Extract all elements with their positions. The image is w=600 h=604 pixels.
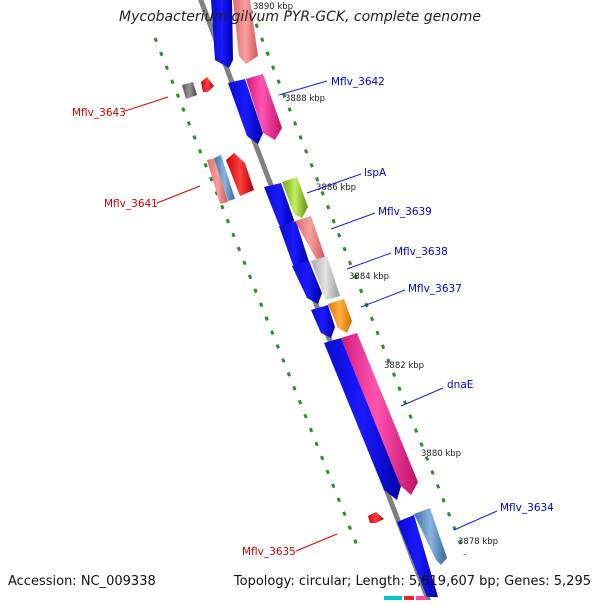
cds-track <box>211 0 438 597</box>
label-leader-line <box>306 173 362 194</box>
cds-arrow[interactable] <box>279 221 309 273</box>
reverse-genes <box>182 77 384 523</box>
cds-arrow[interactable] <box>397 515 438 597</box>
gene-block[interactable] <box>207 158 228 204</box>
gene-block[interactable] <box>282 177 308 218</box>
gene-label-mflv-3641[interactable]: Mflv_3641 <box>104 198 158 210</box>
label-leader-line <box>124 96 169 112</box>
gene-block[interactable] <box>233 0 258 64</box>
gene-block[interactable] <box>311 256 340 300</box>
gene-block[interactable] <box>328 299 352 333</box>
gene-label-mflv-3642[interactable]: Mflv_3642 <box>331 76 385 88</box>
topology-text: Topology: circular; Length: 5,619,607 bp… <box>233 574 591 589</box>
label-leader-line <box>330 212 376 230</box>
gene-block[interactable] <box>341 333 418 495</box>
label-leader-line <box>278 80 328 96</box>
tick-label: 3886 kbp <box>316 183 356 193</box>
gene-label-lspa[interactable]: lspA <box>364 167 387 179</box>
label-leader-line <box>453 510 498 531</box>
label-leader-line <box>346 252 392 270</box>
strand-guide-reverse <box>153 37 360 549</box>
gene-block[interactable] <box>201 77 214 92</box>
label-leader-line <box>156 185 201 204</box>
cds-arrow[interactable] <box>211 0 233 68</box>
cds-arrow[interactable] <box>324 338 401 500</box>
gene-block[interactable] <box>414 508 447 565</box>
cds-arrow[interactable] <box>264 183 294 232</box>
accession-text: Accession: NC_009338 <box>8 574 156 589</box>
genome-title: Mycobacterium gilvum PYR-GCK, complete g… <box>119 9 481 25</box>
cds-arrow[interactable] <box>292 261 322 304</box>
gene-label-mflv-3643[interactable]: Mflv_3643 <box>72 107 126 119</box>
gene-block[interactable] <box>404 596 414 600</box>
gene-label-dnae[interactable]: dnaE <box>447 379 473 391</box>
tick-label: 3878 kbp <box>458 537 498 547</box>
tick-label: 3880 kbp <box>421 449 461 459</box>
label-leader-line <box>400 387 444 407</box>
cds-arrow[interactable] <box>311 305 335 338</box>
tick-label: 3882 kbp <box>384 361 424 371</box>
gene-block[interactable] <box>182 82 197 99</box>
label-leader-line <box>295 533 338 552</box>
gene-block[interactable] <box>416 596 426 600</box>
tick-label: 3890 kbp <box>253 2 293 12</box>
label-leader-line <box>360 289 406 308</box>
gene-label-mflv-3635[interactable]: Mflv_3635 <box>242 546 296 558</box>
cds-arrow[interactable] <box>228 79 263 144</box>
gene-block[interactable] <box>214 155 235 201</box>
gene-label-mflv-3639[interactable]: Mflv_3639 <box>378 206 432 218</box>
gene-block[interactable] <box>295 216 325 264</box>
gene-label-mflv-3634[interactable]: Mflv_3634 <box>500 502 554 514</box>
gene-label-mflv-3638[interactable]: Mflv_3638 <box>394 246 448 258</box>
gene-block[interactable] <box>246 74 282 140</box>
gene-block[interactable] <box>368 512 384 523</box>
gene-label-mflv-3637[interactable]: Mflv_3637 <box>408 283 462 295</box>
strand-guide-forward <box>244 0 467 556</box>
forward-gene-labels: Mflv_3642 lspA Mflv_3639 Mflv_3638 Mflv_… <box>278 76 554 531</box>
gene-blocks <box>233 0 447 565</box>
tick-label: 3888 kbp <box>285 94 325 104</box>
reverse-gene-labels: Mflv_3643 Mflv_3641 Mflv_3635 <box>72 96 338 558</box>
gene-block[interactable] <box>226 153 254 196</box>
bottom-fragments <box>384 596 426 600</box>
tick-label: 3884 kbp <box>349 272 389 282</box>
coordinate-ticks: 3890 kbp 3888 kbp 3886 kbp 3884 kbp 3882… <box>253 2 498 547</box>
gene-block[interactable] <box>384 596 402 600</box>
